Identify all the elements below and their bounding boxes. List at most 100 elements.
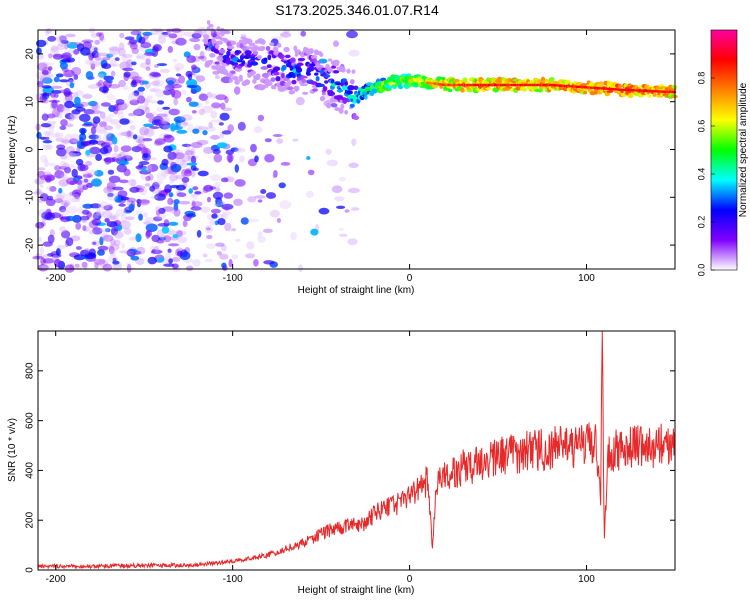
- spectrogram-cell: [117, 104, 122, 112]
- spectrogram-cell: [173, 58, 178, 63]
- spectrogram-cell: [162, 106, 171, 110]
- spectrogram-cell: [143, 128, 155, 138]
- spectrogram-cell: [59, 61, 68, 70]
- ridge-cell: [265, 81, 273, 86]
- spectrogram-cell: [107, 113, 115, 117]
- spectrogram-cell: [114, 239, 121, 247]
- ridge-cell: [315, 76, 320, 82]
- spectrogram-cell: [92, 212, 102, 221]
- spectrogram-cell: [121, 54, 128, 63]
- spectrogram-cell: [176, 230, 187, 236]
- colorbar-tick-label: 0.4: [696, 168, 706, 181]
- spectrogram-cell: [54, 198, 64, 204]
- spectrogram-cell: [61, 200, 71, 207]
- spectrogram-cell: [37, 198, 45, 204]
- spectrogram-cell: [161, 31, 169, 36]
- spectrogram-cell: [150, 87, 160, 93]
- spectrogram-cell: [103, 79, 112, 89]
- spectrogram-cell: [346, 30, 358, 39]
- spectrogram-cell: [177, 236, 188, 244]
- spectrogram-cell: [67, 113, 76, 121]
- spectrogram-cell: [87, 172, 92, 178]
- spectrogram-cell: [254, 195, 266, 199]
- ridge-cell: [242, 37, 250, 44]
- spectrogram-cell: [219, 253, 229, 260]
- spectrogram-cell: [154, 78, 160, 86]
- ridge-cell: [460, 87, 465, 93]
- ridge-cell: [407, 73, 412, 77]
- spectrogram-cell: [67, 206, 78, 214]
- spectrogram-cell: [122, 67, 134, 72]
- ridge-cell: [295, 67, 303, 73]
- spectrogram-cell: [108, 243, 120, 251]
- ridge-cell: [206, 26, 211, 31]
- ridge-cell: [297, 57, 306, 62]
- spectrogram-cell: [146, 95, 153, 101]
- spectrogram-cell: [44, 174, 55, 182]
- ridge-cell: [286, 79, 292, 86]
- ridge-cell: [275, 66, 281, 71]
- spectrogram-cell: [111, 136, 118, 145]
- spectrogram-cell: [131, 61, 137, 66]
- spectrogram-cell: [108, 175, 121, 183]
- spectrogram-cell: [128, 203, 135, 211]
- spectrogram-cell: [122, 54, 133, 58]
- spectrogram-cell: [181, 168, 188, 178]
- spectrogram-cell: [180, 114, 193, 121]
- spectrogram-cell: [46, 62, 54, 66]
- spectrogram-cell: [198, 93, 209, 101]
- spectrogram-cell: [221, 212, 229, 220]
- spectrogram-cell: [115, 124, 122, 130]
- spectrogram-cell: [108, 245, 115, 255]
- spectrogram-cell: [56, 103, 65, 113]
- ridge-cell: [241, 60, 246, 65]
- spectrogram-cell: [192, 186, 199, 191]
- x-tick-label: -200: [46, 574, 66, 585]
- spectrogram-x-ticks: -200 -100 0 100: [46, 30, 595, 284]
- spectrogram-cell: [85, 160, 93, 167]
- spectrogram-cell: [85, 149, 91, 156]
- spectrogram-cell: [182, 220, 188, 228]
- spectrogram-cell: [149, 126, 160, 130]
- spectrogram-cell: [166, 229, 177, 236]
- spectrogram-cell: [35, 221, 45, 229]
- ridge-cell: [292, 73, 296, 79]
- spectrogram-cell: [122, 85, 129, 91]
- ridge-cell: [670, 94, 678, 99]
- spectrogram-cell: [204, 224, 214, 234]
- spectrogram-cell: [49, 132, 61, 138]
- spectrogram-cell: [83, 248, 90, 255]
- ridge-cell: [258, 84, 266, 91]
- ridge-cell: [319, 52, 324, 57]
- spectrogram-cell: [39, 193, 49, 202]
- spectrogram-cell: [149, 71, 161, 77]
- spectrogram-cell: [145, 112, 154, 119]
- spectrogram-cell: [119, 179, 129, 184]
- spectrogram-cell: [221, 130, 232, 135]
- spectrogram-cell: [41, 262, 54, 271]
- spectrogram-cell: [91, 218, 102, 226]
- spectrogram-cell: [178, 75, 186, 84]
- ridge-cell: [278, 54, 285, 60]
- ridge-cell: [261, 72, 270, 79]
- spectrogram-cell: [60, 173, 68, 181]
- ridge-cell: [238, 74, 243, 80]
- ridge-cell: [336, 89, 344, 93]
- spectrogram-cell: [172, 234, 179, 239]
- ridge-cell: [255, 73, 261, 79]
- spectrogram-cell: [168, 192, 174, 198]
- ridge-cell: [324, 80, 329, 84]
- spectrogram-cell: [283, 30, 290, 34]
- spectrogram-cell: [65, 237, 74, 247]
- spectrogram-cell: [215, 242, 225, 247]
- spectrogram-cell: [193, 74, 199, 78]
- ridge-cell: [333, 63, 339, 67]
- ridge-cell: [270, 77, 276, 82]
- spectrogram-y-label: Frequency (Hz): [7, 116, 18, 185]
- spectrogram-cell: [333, 40, 339, 47]
- spectrogram-cell: [49, 186, 57, 192]
- spectrogram-cell: [117, 190, 128, 198]
- ridge-cell: [464, 81, 471, 85]
- spectrogram-cell: [104, 228, 111, 233]
- spectrogram-cell: [69, 138, 79, 145]
